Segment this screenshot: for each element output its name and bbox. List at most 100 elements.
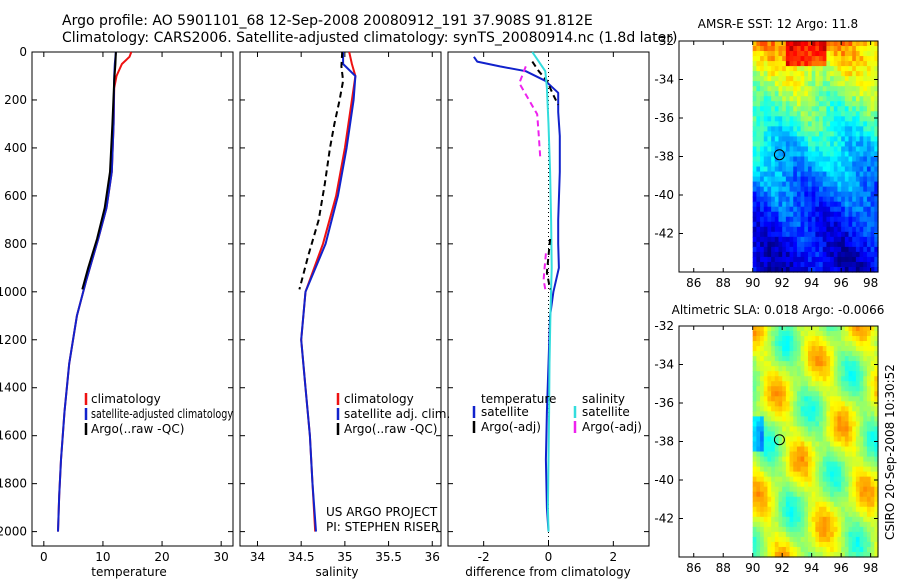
heatmap-cell	[863, 471, 868, 478]
heatmap-cell	[822, 541, 828, 548]
heatmap-cell	[807, 396, 813, 402]
heatmap-cell	[830, 331, 835, 337]
heatmap-cell	[763, 486, 769, 493]
heatmap-cell	[855, 386, 861, 392]
heatmap-cell	[819, 86, 824, 92]
legend-header-salinity: salinity	[582, 392, 625, 406]
heatmap-cell	[848, 536, 853, 543]
heatmap-cell	[866, 521, 872, 528]
heatmap-cell	[826, 86, 831, 92]
heatmap-cell	[852, 131, 857, 138]
heatmap-cell	[767, 231, 772, 238]
heatmap-cell	[804, 91, 809, 97]
heatmap-cell	[855, 211, 861, 218]
heatmap-cell	[760, 166, 765, 173]
heatmap-cell	[859, 451, 864, 458]
heatmap-cell	[804, 101, 809, 107]
heatmap-cell	[833, 256, 839, 263]
heatmap-cell	[774, 216, 780, 223]
heatmap-cell	[848, 266, 853, 273]
legend-label-climatology: climatology	[344, 392, 414, 406]
heatmap-cell	[830, 491, 835, 498]
heatmap-cell	[844, 551, 850, 558]
heatmap-cell	[837, 361, 842, 367]
heatmap-cell	[756, 111, 761, 117]
heatmap-cell	[789, 51, 794, 57]
heatmap-cell	[859, 341, 864, 347]
heatmap-cell	[848, 496, 853, 503]
heatmap-cell	[763, 546, 769, 553]
heatmap-cell	[833, 201, 839, 208]
heatmap-cell	[800, 41, 805, 47]
heatmap-cell	[767, 476, 772, 483]
heatmap-cell	[804, 56, 809, 62]
heatmap-cell	[826, 441, 831, 448]
heatmap-cell	[756, 131, 761, 138]
heatmap-cell	[822, 356, 828, 362]
heatmap-cell	[848, 116, 853, 122]
heatmap-cell	[789, 406, 794, 412]
heatmap-cell	[778, 326, 783, 332]
heatmap-cell	[778, 151, 783, 158]
heatmap-cell	[815, 421, 820, 428]
heatmap-cell	[852, 181, 857, 188]
heatmap-cell	[789, 366, 794, 372]
heatmap-cell	[782, 111, 787, 117]
heatmap-cell	[848, 181, 853, 188]
heatmap-cell	[833, 51, 839, 57]
heatmap-cell	[870, 151, 875, 158]
heatmap-cell	[789, 171, 794, 178]
heatmap-cell	[782, 241, 787, 248]
heatmap-cell	[866, 206, 872, 213]
heatmap-cell	[837, 101, 842, 107]
heatmap-cell	[874, 356, 879, 362]
heatmap-cell	[800, 146, 805, 153]
heatmap-cell	[874, 81, 879, 87]
heatmap-cell	[796, 516, 802, 523]
heatmap-cell	[807, 131, 813, 138]
heatmap-cell	[822, 76, 828, 82]
heatmap-cell	[841, 416, 846, 423]
heatmap-cell	[774, 531, 780, 538]
heatmap-cell	[815, 261, 820, 268]
series-line-salinity-argo-adj-deep	[542, 253, 547, 290]
heatmap-cell	[830, 346, 835, 352]
legend-label-satellite-adj: satellite adj. clim.	[344, 407, 450, 421]
heatmap-cell	[830, 471, 835, 478]
heatmap-cell	[763, 431, 769, 438]
heatmap-cell	[778, 56, 783, 62]
heatmap-cell	[789, 251, 794, 258]
heatmap-cell	[844, 96, 850, 102]
heatmap-cell	[760, 541, 765, 548]
heatmap-cell	[778, 136, 783, 143]
heatmap-cell	[863, 436, 868, 443]
heatmap-cell	[804, 116, 809, 122]
heatmap-cell	[822, 156, 828, 163]
heatmap-cell	[822, 66, 828, 72]
heatmap-cell	[778, 546, 783, 553]
heatmap-cell	[796, 66, 802, 72]
heatmap-cell	[782, 66, 787, 72]
heatmap-cell	[789, 441, 794, 448]
heatmap-cell	[830, 261, 835, 268]
heatmap-cell	[800, 351, 805, 357]
heatmap-cell	[833, 461, 839, 468]
heatmap-cell	[756, 391, 761, 397]
heatmap-cell	[833, 326, 839, 332]
heatmap-cell	[796, 101, 802, 107]
heatmap-cell	[811, 536, 816, 543]
heatmap-cell	[855, 131, 861, 138]
heatmap-cell	[859, 131, 864, 138]
heatmap-cell	[848, 446, 853, 453]
heatmap-cell	[807, 326, 813, 332]
heatmap-cell	[870, 76, 875, 82]
heatmap-cell	[793, 431, 798, 438]
heatmap-cell	[767, 136, 772, 143]
heatmap-cell	[778, 366, 783, 372]
heatmap-cell	[760, 101, 765, 107]
heatmap-cell	[804, 191, 809, 198]
heatmap-cell	[796, 541, 802, 548]
heatmap-cell	[848, 396, 853, 402]
heatmap-cell	[848, 206, 853, 213]
heatmap-cell	[870, 116, 875, 122]
